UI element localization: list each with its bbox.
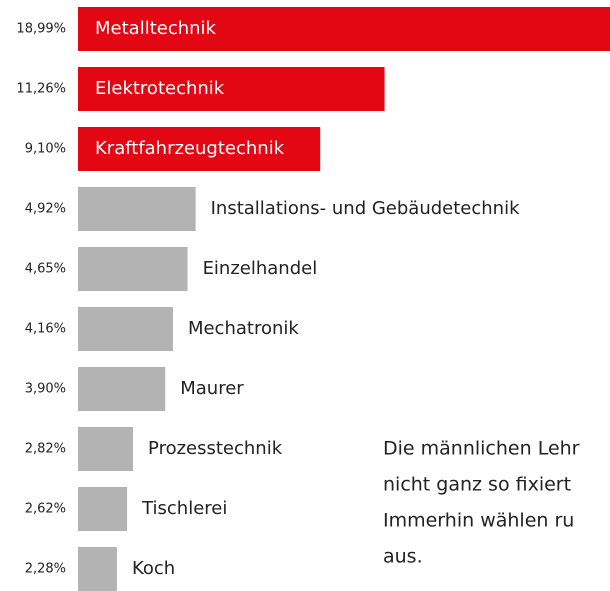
value-label: 4,92%: [25, 202, 66, 217]
value-label: 2,82%: [25, 442, 66, 457]
value-label: 9,10%: [25, 142, 66, 157]
bar: [78, 187, 196, 231]
category-label: Koch: [132, 558, 175, 579]
value-label: 11,26%: [16, 82, 66, 97]
bar: [78, 487, 128, 531]
bar: [78, 247, 188, 291]
category-label: Mechatronik: [188, 318, 299, 339]
category-label: Maurer: [180, 378, 244, 399]
category-label: Metalltechnik: [95, 18, 217, 39]
category-label: Elektrotechnik: [95, 78, 225, 99]
bar: [78, 127, 321, 171]
value-label: 3,90%: [25, 382, 66, 397]
value-label: 4,16%: [25, 322, 66, 337]
bar: [78, 547, 117, 591]
value-label: 4,65%: [25, 262, 66, 277]
category-label: Kraftfahrzeugtechnik: [95, 138, 285, 159]
bar: [78, 427, 134, 471]
bar: [78, 7, 610, 51]
value-label: 2,28%: [25, 562, 66, 577]
value-label: 2,62%: [25, 502, 66, 517]
category-label: Installations- und Gebäudetechnik: [211, 198, 520, 219]
annotation: Die männlichen Lehr: [383, 438, 580, 460]
category-label: Tischlerei: [141, 498, 227, 519]
bar: [78, 367, 166, 411]
value-label: 18,99%: [16, 22, 66, 37]
category-label: Prozesstechnik: [148, 438, 283, 459]
annotation: aus.: [383, 546, 423, 568]
bar: [78, 67, 385, 111]
bar: [78, 307, 173, 351]
annotation: Immerhin wählen ru: [383, 510, 574, 532]
annotation: nicht ganz so fixiert: [383, 474, 571, 496]
category-label: Einzelhandel: [203, 258, 318, 279]
